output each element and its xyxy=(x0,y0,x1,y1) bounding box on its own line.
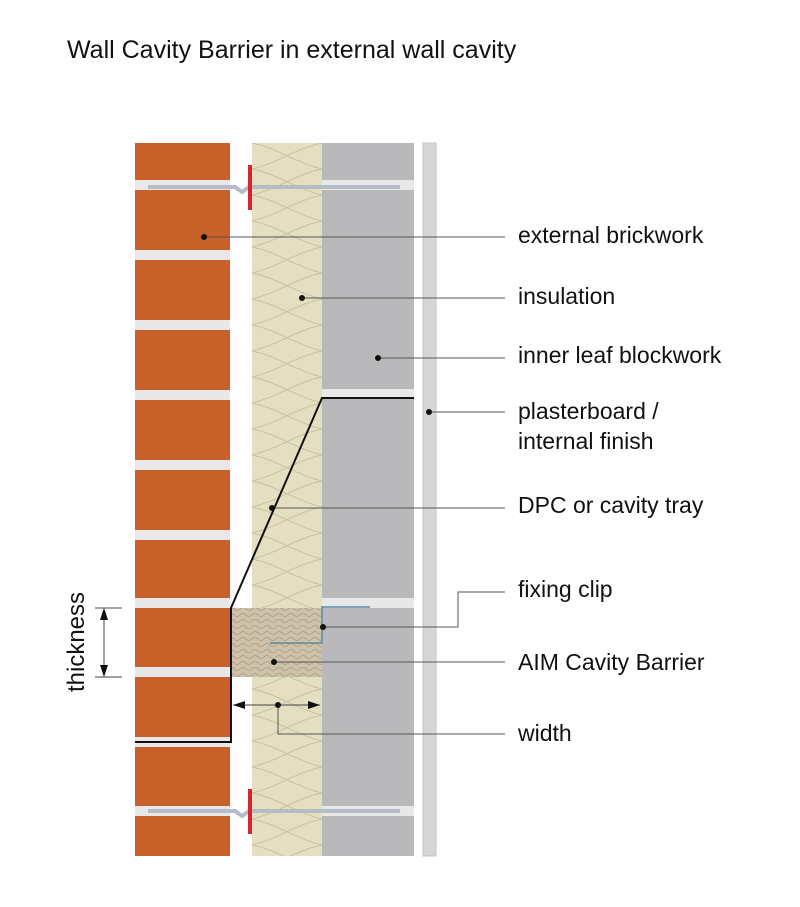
leader-dots xyxy=(201,234,432,708)
label-width: width xyxy=(518,720,572,746)
inner-leaf-blockwork xyxy=(322,143,414,856)
block xyxy=(322,190,414,389)
block xyxy=(322,398,414,598)
brick xyxy=(135,608,230,667)
label-internal-finish: internal finish xyxy=(518,428,654,454)
leader-lines xyxy=(204,236,505,735)
label-cavity-barrier: AIM Cavity Barrier xyxy=(518,649,705,675)
label-fixing-clip: fixing clip xyxy=(518,576,613,602)
brick xyxy=(135,677,230,737)
label-insulation: insulation xyxy=(518,283,616,309)
brick xyxy=(135,260,230,320)
external-brickwork xyxy=(135,143,230,856)
brick xyxy=(135,400,230,460)
block xyxy=(322,816,414,856)
thickness-dimension xyxy=(95,607,122,678)
label-inner-leaf: inner leaf blockwork xyxy=(518,342,722,368)
block xyxy=(322,143,414,180)
wall-tie-top xyxy=(148,165,400,210)
brick xyxy=(135,143,230,180)
dpc-cavity-tray xyxy=(135,397,414,743)
diagram-title: Wall Cavity Barrier in external wall cav… xyxy=(67,36,517,64)
insulation xyxy=(252,143,322,856)
brick xyxy=(135,190,230,250)
brick xyxy=(135,470,230,530)
label-dpc: DPC or cavity tray xyxy=(518,492,704,518)
label-external-brickwork: external brickwork xyxy=(518,222,704,248)
wall-tie-bottom xyxy=(148,789,400,834)
brick xyxy=(135,330,230,390)
plasterboard xyxy=(422,142,437,857)
label-plasterboard: plasterboard / xyxy=(518,398,659,424)
brick xyxy=(135,747,230,806)
block xyxy=(322,608,414,806)
brick xyxy=(135,816,230,856)
brick xyxy=(135,540,230,598)
label-thickness: thickness xyxy=(63,591,90,693)
